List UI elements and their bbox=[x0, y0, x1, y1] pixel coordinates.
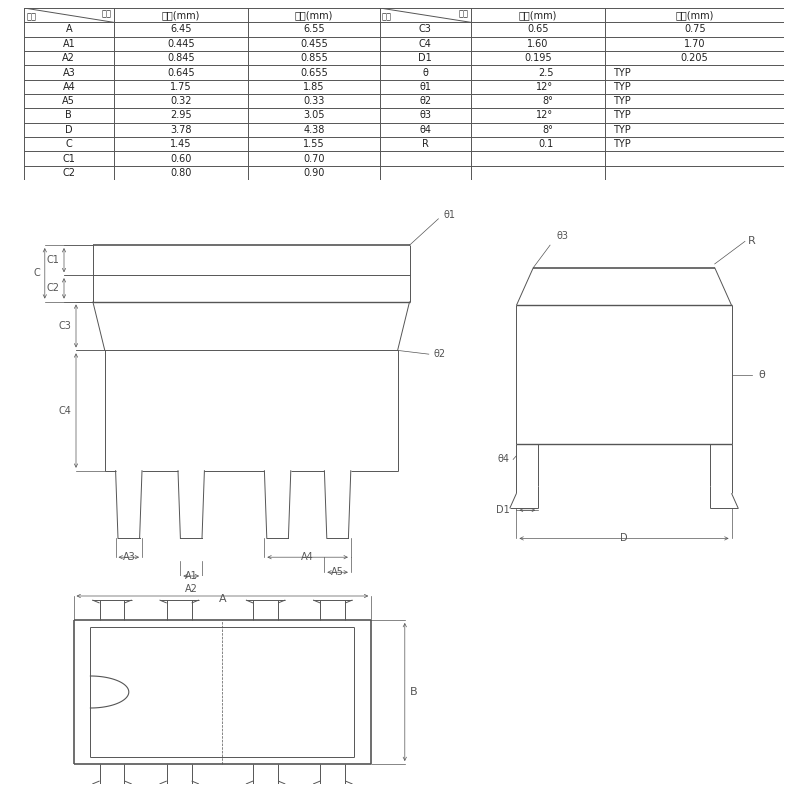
Text: 1.70: 1.70 bbox=[684, 39, 706, 49]
Text: θ: θ bbox=[758, 370, 765, 380]
Text: TYP: TYP bbox=[613, 96, 630, 106]
Text: 0.60: 0.60 bbox=[170, 154, 192, 163]
Text: D: D bbox=[65, 125, 73, 135]
Text: 标注: 标注 bbox=[382, 12, 392, 21]
Text: TYP: TYP bbox=[613, 82, 630, 92]
Text: 最小(mm): 最小(mm) bbox=[162, 10, 200, 20]
Text: 12°: 12° bbox=[536, 82, 554, 92]
Text: 0.80: 0.80 bbox=[170, 168, 192, 178]
Text: A3: A3 bbox=[122, 552, 135, 562]
Text: 最大(mm): 最大(mm) bbox=[675, 10, 714, 20]
Text: 尺寸: 尺寸 bbox=[102, 10, 111, 18]
Text: C3: C3 bbox=[419, 25, 432, 34]
Text: 12°: 12° bbox=[536, 110, 554, 121]
Text: θ2: θ2 bbox=[434, 349, 446, 359]
Text: θ2: θ2 bbox=[419, 96, 431, 106]
Text: 2.95: 2.95 bbox=[170, 110, 192, 121]
Text: TYP: TYP bbox=[613, 110, 630, 121]
Text: D1: D1 bbox=[496, 506, 510, 515]
Text: 4.38: 4.38 bbox=[303, 125, 325, 135]
Text: 最大(mm): 最大(mm) bbox=[294, 10, 333, 20]
Text: C2: C2 bbox=[62, 168, 75, 178]
Text: 0.70: 0.70 bbox=[303, 154, 325, 163]
Text: θ: θ bbox=[422, 67, 428, 78]
Text: C1: C1 bbox=[46, 255, 59, 265]
Text: A1: A1 bbox=[62, 39, 75, 49]
Text: A4: A4 bbox=[302, 552, 314, 562]
Text: 8°: 8° bbox=[542, 96, 554, 106]
Text: 1.85: 1.85 bbox=[303, 82, 325, 92]
Text: 最小(mm): 最小(mm) bbox=[519, 10, 558, 20]
Text: B: B bbox=[66, 110, 72, 121]
Text: A2: A2 bbox=[62, 53, 75, 63]
Text: 3.78: 3.78 bbox=[170, 125, 192, 135]
Text: TYP: TYP bbox=[613, 139, 630, 149]
Text: 0.32: 0.32 bbox=[170, 96, 192, 106]
Text: A1: A1 bbox=[185, 570, 198, 581]
Text: 0.845: 0.845 bbox=[167, 53, 194, 63]
Text: C3: C3 bbox=[58, 321, 71, 331]
Text: C2: C2 bbox=[46, 283, 59, 294]
Text: 尺寸: 尺寸 bbox=[458, 10, 469, 18]
Text: TYP: TYP bbox=[613, 125, 630, 135]
Text: 3.05: 3.05 bbox=[303, 110, 325, 121]
Text: 2.5: 2.5 bbox=[538, 67, 554, 78]
Text: 0.1: 0.1 bbox=[538, 139, 554, 149]
Text: A2: A2 bbox=[185, 584, 198, 594]
Text: θ3: θ3 bbox=[557, 231, 569, 242]
Text: A: A bbox=[218, 594, 226, 604]
Text: A4: A4 bbox=[62, 82, 75, 92]
Text: A: A bbox=[66, 25, 72, 34]
Text: θ1: θ1 bbox=[419, 82, 431, 92]
Text: θ1: θ1 bbox=[443, 210, 455, 220]
Text: 0.205: 0.205 bbox=[681, 53, 709, 63]
Text: 0.33: 0.33 bbox=[303, 96, 325, 106]
Text: R: R bbox=[422, 139, 429, 149]
Text: 1.75: 1.75 bbox=[170, 82, 192, 92]
Text: A5: A5 bbox=[331, 566, 344, 577]
Text: 6.55: 6.55 bbox=[303, 25, 325, 34]
Text: D1: D1 bbox=[418, 53, 432, 63]
Text: θ4: θ4 bbox=[419, 125, 431, 135]
Text: 0.75: 0.75 bbox=[684, 25, 706, 34]
Text: C4: C4 bbox=[58, 406, 71, 415]
Text: 0.90: 0.90 bbox=[303, 168, 325, 178]
Text: 0.655: 0.655 bbox=[300, 67, 328, 78]
Text: 0.645: 0.645 bbox=[167, 67, 194, 78]
Text: 1.60: 1.60 bbox=[527, 39, 549, 49]
Text: 标注: 标注 bbox=[26, 12, 36, 21]
Text: 0.445: 0.445 bbox=[167, 39, 194, 49]
Text: 6.45: 6.45 bbox=[170, 25, 192, 34]
Text: θ3: θ3 bbox=[419, 110, 431, 121]
Text: 1.45: 1.45 bbox=[170, 139, 192, 149]
Text: C4: C4 bbox=[419, 39, 432, 49]
Text: B: B bbox=[410, 687, 418, 697]
Text: 0.195: 0.195 bbox=[524, 53, 552, 63]
Text: C1: C1 bbox=[62, 154, 75, 163]
Text: C: C bbox=[66, 139, 72, 149]
Text: 0.855: 0.855 bbox=[300, 53, 328, 63]
Text: D: D bbox=[620, 533, 628, 543]
Text: 1.55: 1.55 bbox=[303, 139, 325, 149]
Text: R: R bbox=[748, 236, 756, 246]
Text: TYP: TYP bbox=[613, 67, 630, 78]
Text: 0.65: 0.65 bbox=[527, 25, 549, 34]
Text: A5: A5 bbox=[62, 96, 75, 106]
Text: 8°: 8° bbox=[542, 125, 554, 135]
Text: A3: A3 bbox=[62, 67, 75, 78]
Text: 0.455: 0.455 bbox=[300, 39, 328, 49]
Text: θ4: θ4 bbox=[498, 454, 510, 465]
Text: C: C bbox=[34, 268, 40, 278]
